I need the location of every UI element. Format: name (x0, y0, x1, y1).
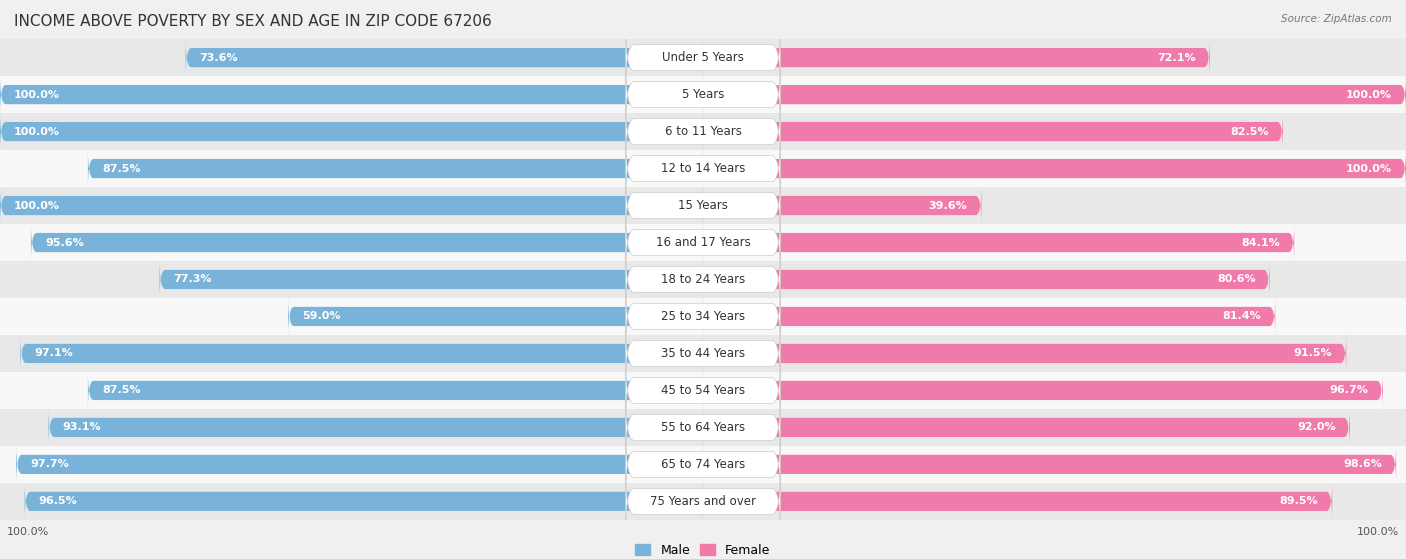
Text: 35 to 44 Years: 35 to 44 Years (661, 347, 745, 360)
FancyBboxPatch shape (626, 211, 780, 274)
FancyBboxPatch shape (0, 112, 703, 151)
Text: 55 to 64 Years: 55 to 64 Years (661, 421, 745, 434)
FancyBboxPatch shape (31, 222, 703, 263)
FancyBboxPatch shape (703, 408, 1350, 447)
FancyBboxPatch shape (703, 37, 1209, 78)
Text: INCOME ABOVE POVERTY BY SEX AND AGE IN ZIP CODE 67206: INCOME ABOVE POVERTY BY SEX AND AGE IN Z… (14, 14, 492, 29)
Text: 97.1%: 97.1% (35, 348, 73, 358)
FancyBboxPatch shape (626, 26, 780, 89)
Bar (0, 409, 1406, 446)
Text: 100.0%: 100.0% (1346, 164, 1392, 173)
Text: 87.5%: 87.5% (103, 386, 141, 395)
FancyBboxPatch shape (87, 149, 703, 188)
FancyBboxPatch shape (626, 470, 780, 533)
Text: 100.0%: 100.0% (14, 201, 60, 211)
Bar (0, 39, 1406, 76)
Bar (0, 261, 1406, 298)
Bar (0, 113, 1406, 150)
Text: 25 to 34 Years: 25 to 34 Years (661, 310, 745, 323)
Legend: Male, Female: Male, Female (630, 539, 776, 559)
FancyBboxPatch shape (703, 371, 1384, 410)
FancyBboxPatch shape (626, 359, 780, 422)
FancyBboxPatch shape (160, 259, 703, 300)
Text: Source: ZipAtlas.com: Source: ZipAtlas.com (1281, 14, 1392, 24)
Bar (0, 372, 1406, 409)
Text: 98.6%: 98.6% (1343, 459, 1382, 470)
Text: 72.1%: 72.1% (1157, 53, 1197, 63)
Text: 95.6%: 95.6% (45, 238, 84, 248)
FancyBboxPatch shape (703, 186, 981, 225)
FancyBboxPatch shape (626, 433, 780, 496)
Text: 80.6%: 80.6% (1218, 274, 1256, 285)
FancyBboxPatch shape (0, 186, 703, 225)
Text: 5 Years: 5 Years (682, 88, 724, 101)
FancyBboxPatch shape (49, 408, 703, 447)
FancyBboxPatch shape (626, 396, 780, 459)
Text: 97.7%: 97.7% (30, 459, 69, 470)
Text: 45 to 54 Years: 45 to 54 Years (661, 384, 745, 397)
FancyBboxPatch shape (703, 222, 1294, 263)
Text: Under 5 Years: Under 5 Years (662, 51, 744, 64)
Text: 84.1%: 84.1% (1241, 238, 1281, 248)
Bar (0, 187, 1406, 224)
Text: 100.0%: 100.0% (7, 527, 49, 537)
Text: 12 to 14 Years: 12 to 14 Years (661, 162, 745, 175)
Text: 73.6%: 73.6% (200, 53, 238, 63)
Text: 91.5%: 91.5% (1294, 348, 1333, 358)
FancyBboxPatch shape (626, 100, 780, 163)
FancyBboxPatch shape (186, 37, 703, 78)
FancyBboxPatch shape (626, 285, 780, 348)
FancyBboxPatch shape (703, 444, 1396, 484)
FancyBboxPatch shape (626, 137, 780, 200)
Text: 77.3%: 77.3% (174, 274, 212, 285)
FancyBboxPatch shape (703, 481, 1333, 522)
Text: 100.0%: 100.0% (1346, 89, 1392, 100)
Text: 65 to 74 Years: 65 to 74 Years (661, 458, 745, 471)
FancyBboxPatch shape (703, 334, 1347, 373)
FancyBboxPatch shape (0, 75, 703, 115)
Text: 92.0%: 92.0% (1298, 423, 1336, 433)
Text: 75 Years and over: 75 Years and over (650, 495, 756, 508)
Text: 89.5%: 89.5% (1279, 496, 1319, 506)
FancyBboxPatch shape (703, 149, 1406, 188)
FancyBboxPatch shape (626, 63, 780, 126)
Bar (0, 483, 1406, 520)
FancyBboxPatch shape (626, 322, 780, 385)
Bar (0, 150, 1406, 187)
FancyBboxPatch shape (626, 174, 780, 237)
Text: 81.4%: 81.4% (1222, 311, 1261, 321)
FancyBboxPatch shape (703, 112, 1284, 151)
Text: 100.0%: 100.0% (1357, 527, 1399, 537)
FancyBboxPatch shape (703, 259, 1270, 300)
Bar (0, 298, 1406, 335)
Bar (0, 446, 1406, 483)
FancyBboxPatch shape (15, 444, 703, 484)
Text: 15 Years: 15 Years (678, 199, 728, 212)
Bar (0, 335, 1406, 372)
Text: 82.5%: 82.5% (1230, 126, 1268, 136)
Text: 18 to 24 Years: 18 to 24 Years (661, 273, 745, 286)
Text: 59.0%: 59.0% (302, 311, 340, 321)
Text: 39.6%: 39.6% (928, 201, 967, 211)
FancyBboxPatch shape (626, 248, 780, 311)
FancyBboxPatch shape (25, 481, 703, 522)
FancyBboxPatch shape (703, 296, 1275, 337)
Text: 96.7%: 96.7% (1330, 386, 1369, 395)
Text: 87.5%: 87.5% (103, 164, 141, 173)
Bar (0, 76, 1406, 113)
FancyBboxPatch shape (21, 334, 703, 373)
Text: 16 and 17 Years: 16 and 17 Years (655, 236, 751, 249)
Text: 100.0%: 100.0% (14, 89, 60, 100)
Text: 96.5%: 96.5% (39, 496, 77, 506)
FancyBboxPatch shape (703, 75, 1406, 115)
Bar (0, 224, 1406, 261)
Text: 6 to 11 Years: 6 to 11 Years (665, 125, 741, 138)
FancyBboxPatch shape (87, 371, 703, 410)
Text: 93.1%: 93.1% (63, 423, 101, 433)
FancyBboxPatch shape (288, 296, 703, 337)
Text: 100.0%: 100.0% (14, 126, 60, 136)
